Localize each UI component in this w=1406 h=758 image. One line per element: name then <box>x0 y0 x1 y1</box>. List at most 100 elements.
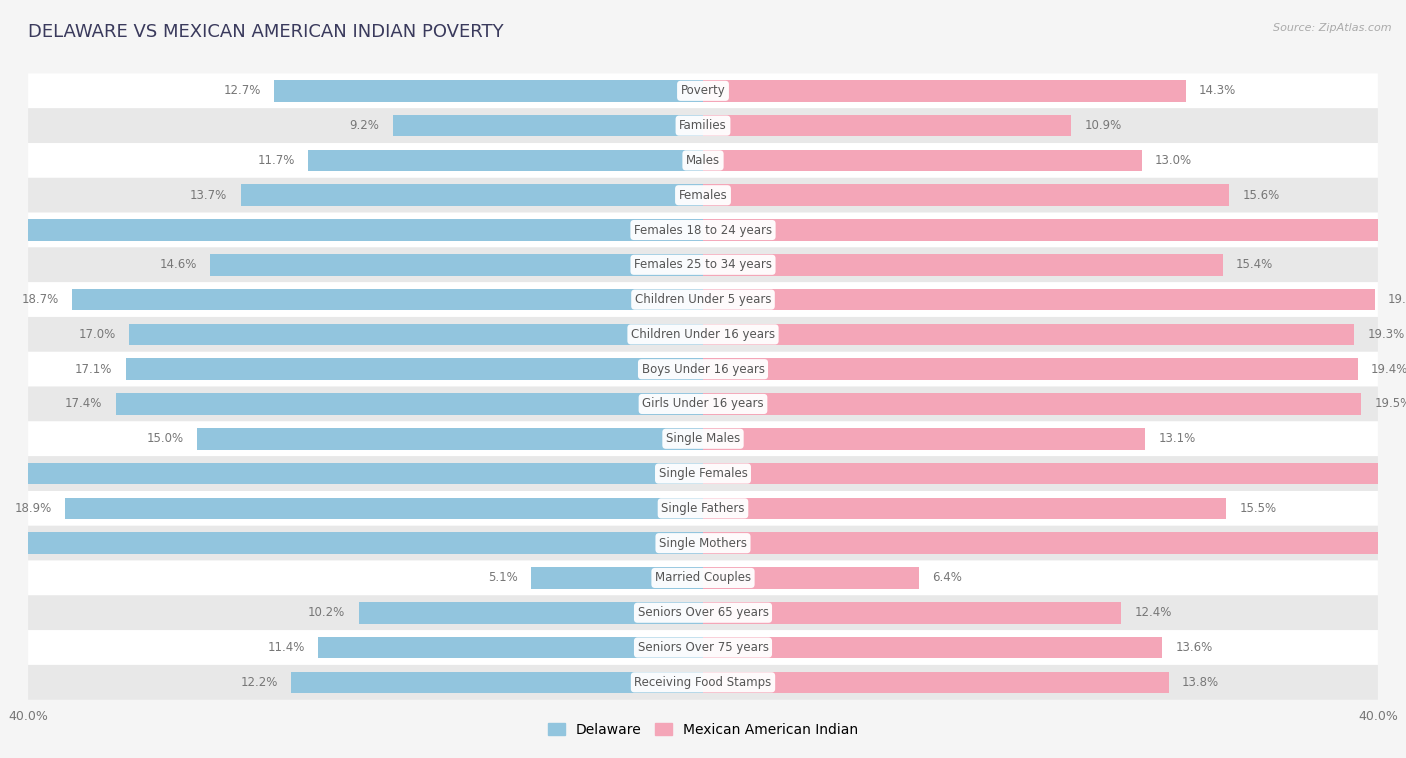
Text: 9.2%: 9.2% <box>349 119 380 132</box>
Bar <box>703 567 920 589</box>
Bar <box>65 497 703 519</box>
FancyBboxPatch shape <box>28 212 1378 247</box>
Text: Females 18 to 24 years: Females 18 to 24 years <box>634 224 772 236</box>
Bar <box>703 149 1142 171</box>
Bar <box>359 602 703 624</box>
FancyBboxPatch shape <box>28 561 1378 595</box>
FancyBboxPatch shape <box>28 74 1378 108</box>
Bar <box>703 428 1144 449</box>
Bar <box>115 393 703 415</box>
Bar <box>703 254 1223 276</box>
Bar <box>703 184 1229 206</box>
Bar <box>392 115 703 136</box>
Text: Single Mothers: Single Mothers <box>659 537 747 550</box>
Text: 11.7%: 11.7% <box>257 154 295 167</box>
Bar <box>703 219 1392 241</box>
Text: 17.4%: 17.4% <box>65 397 103 411</box>
Legend: Delaware, Mexican American Indian: Delaware, Mexican American Indian <box>543 718 863 743</box>
Text: 10.2%: 10.2% <box>308 606 346 619</box>
Bar <box>291 672 703 693</box>
Text: Females 25 to 34 years: Females 25 to 34 years <box>634 258 772 271</box>
Bar <box>274 80 703 102</box>
Text: Females: Females <box>679 189 727 202</box>
Text: Seniors Over 65 years: Seniors Over 65 years <box>637 606 769 619</box>
Text: Poverty: Poverty <box>681 84 725 97</box>
Text: 6.4%: 6.4% <box>932 572 962 584</box>
Bar <box>703 324 1354 345</box>
Bar <box>318 637 703 658</box>
Bar <box>127 359 703 380</box>
Text: 13.0%: 13.0% <box>1156 154 1192 167</box>
Bar <box>240 184 703 206</box>
Text: Single Fathers: Single Fathers <box>661 502 745 515</box>
FancyBboxPatch shape <box>28 387 1378 421</box>
Text: 15.6%: 15.6% <box>1243 189 1279 202</box>
FancyBboxPatch shape <box>28 352 1378 387</box>
Bar <box>72 289 703 310</box>
Text: Girls Under 16 years: Girls Under 16 years <box>643 397 763 411</box>
FancyBboxPatch shape <box>28 178 1378 212</box>
Text: DELAWARE VS MEXICAN AMERICAN INDIAN POVERTY: DELAWARE VS MEXICAN AMERICAN INDIAN POVE… <box>28 23 503 41</box>
FancyBboxPatch shape <box>28 421 1378 456</box>
FancyBboxPatch shape <box>28 595 1378 630</box>
Bar <box>703 602 1122 624</box>
Text: Boys Under 16 years: Boys Under 16 years <box>641 362 765 376</box>
Text: 13.6%: 13.6% <box>1175 641 1212 654</box>
Bar <box>129 324 703 345</box>
Text: Single Males: Single Males <box>666 432 740 445</box>
FancyBboxPatch shape <box>28 526 1378 561</box>
Bar <box>703 359 1358 380</box>
Bar <box>703 463 1406 484</box>
Text: 18.9%: 18.9% <box>14 502 52 515</box>
Text: 12.7%: 12.7% <box>224 84 262 97</box>
Text: Married Couples: Married Couples <box>655 572 751 584</box>
Text: 19.5%: 19.5% <box>1375 397 1406 411</box>
Text: Single Females: Single Females <box>658 467 748 480</box>
Text: 15.4%: 15.4% <box>1236 258 1274 271</box>
Text: 11.4%: 11.4% <box>267 641 305 654</box>
Bar <box>703 532 1406 554</box>
Text: 19.3%: 19.3% <box>1368 328 1405 341</box>
Bar <box>308 149 703 171</box>
Bar <box>703 672 1168 693</box>
Text: 14.3%: 14.3% <box>1199 84 1236 97</box>
Text: Children Under 16 years: Children Under 16 years <box>631 328 775 341</box>
Text: 17.0%: 17.0% <box>79 328 115 341</box>
Bar <box>211 254 703 276</box>
FancyBboxPatch shape <box>28 108 1378 143</box>
Text: 19.9%: 19.9% <box>1388 293 1406 306</box>
FancyBboxPatch shape <box>28 317 1378 352</box>
FancyBboxPatch shape <box>28 282 1378 317</box>
Text: Families: Families <box>679 119 727 132</box>
Text: 13.1%: 13.1% <box>1159 432 1195 445</box>
FancyBboxPatch shape <box>28 491 1378 526</box>
Bar <box>703 289 1375 310</box>
Text: 19.4%: 19.4% <box>1371 362 1406 376</box>
Text: 10.9%: 10.9% <box>1084 119 1122 132</box>
FancyBboxPatch shape <box>28 143 1378 178</box>
Text: Males: Males <box>686 154 720 167</box>
Bar <box>703 497 1226 519</box>
Text: Receiving Food Stamps: Receiving Food Stamps <box>634 676 772 689</box>
Text: 15.5%: 15.5% <box>1240 502 1277 515</box>
Text: Seniors Over 75 years: Seniors Over 75 years <box>637 641 769 654</box>
FancyBboxPatch shape <box>28 665 1378 700</box>
Text: Children Under 5 years: Children Under 5 years <box>634 293 772 306</box>
Bar <box>703 393 1361 415</box>
Text: 5.1%: 5.1% <box>488 572 517 584</box>
Text: 14.6%: 14.6% <box>159 258 197 271</box>
Text: Source: ZipAtlas.com: Source: ZipAtlas.com <box>1274 23 1392 33</box>
Bar <box>0 532 703 554</box>
Bar <box>0 219 703 241</box>
Text: 13.7%: 13.7% <box>190 189 228 202</box>
Bar <box>703 637 1161 658</box>
Text: 13.8%: 13.8% <box>1182 676 1219 689</box>
Bar <box>703 115 1071 136</box>
Bar <box>703 80 1185 102</box>
FancyBboxPatch shape <box>28 456 1378 491</box>
Text: 17.1%: 17.1% <box>75 362 112 376</box>
Bar <box>0 463 703 484</box>
Text: 12.4%: 12.4% <box>1135 606 1173 619</box>
FancyBboxPatch shape <box>28 630 1378 665</box>
Text: 15.0%: 15.0% <box>146 432 183 445</box>
